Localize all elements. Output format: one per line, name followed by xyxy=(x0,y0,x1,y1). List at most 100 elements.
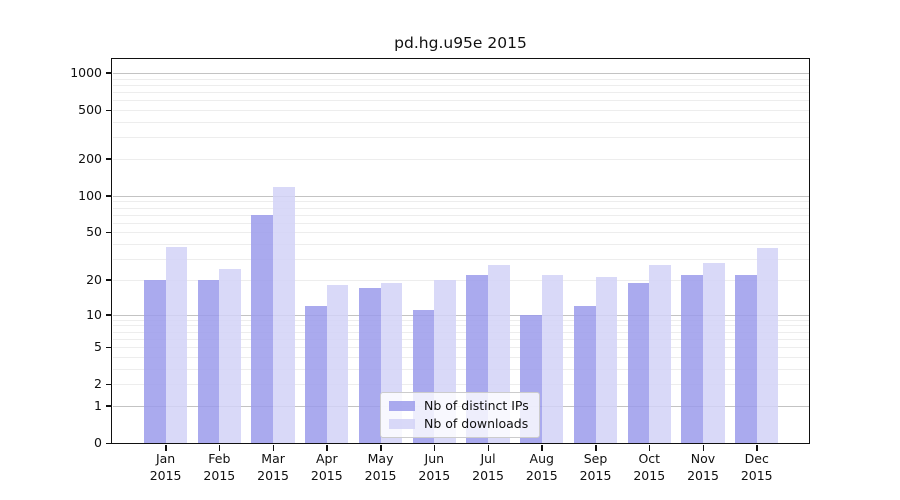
y-tick-label-1: 1 xyxy=(94,397,102,413)
x-tick-label-mar-2015: Mar 2015 xyxy=(257,451,289,483)
x-tick-mark-feb-2015 xyxy=(218,444,221,451)
gridline-50 xyxy=(113,232,809,234)
gridlines-layer xyxy=(113,60,809,443)
gridline-40 xyxy=(113,244,809,246)
gridline-1000 xyxy=(113,72,809,74)
x-tick-label-dec-2015: Dec 2015 xyxy=(740,451,773,483)
x-tick-label-feb-2015: Feb 2015 xyxy=(203,451,236,483)
bar-nb-of-downloads-jan-2015 xyxy=(165,246,188,443)
y-tick-mark-500 xyxy=(106,109,112,112)
legend-swatch-nb-of-downloads xyxy=(389,418,415,429)
gridline-100 xyxy=(113,195,809,197)
x-tick-label-aug-2015: Aug 2015 xyxy=(525,451,558,483)
legend-row-nb-of-downloads: Nb of downloads xyxy=(389,416,529,431)
x-tick-mark-jul-2015 xyxy=(487,444,490,451)
y-tick-mark-20 xyxy=(106,279,112,281)
bar-nb-of-distinct-ips-jan-2015 xyxy=(144,279,166,443)
gridline-90 xyxy=(113,201,809,203)
x-tick-mark-jan-2015 xyxy=(165,444,167,451)
x-tick-label-oct-2015: Oct 2015 xyxy=(633,451,666,483)
bar-nb-of-downloads-nov-2015 xyxy=(703,262,725,443)
y-tick-label-100: 100 xyxy=(78,187,102,203)
gridline-20 xyxy=(113,279,809,281)
y-tick-label-1000: 1000 xyxy=(70,64,102,80)
y-tick-mark-1 xyxy=(106,405,112,407)
y-tick-label-20: 20 xyxy=(86,271,102,287)
gridline-70 xyxy=(113,214,809,216)
x-tick-mark-may-2015 xyxy=(380,444,382,451)
y-tick-label-2: 2 xyxy=(94,376,102,392)
y-tick-mark-50 xyxy=(106,231,112,234)
legend-row-nb-of-distinct-ips: Nb of distinct IPs xyxy=(389,398,529,413)
bar-nb-of-distinct-ips-feb-2015 xyxy=(197,279,220,443)
bar-nb-of-distinct-ips-may-2015 xyxy=(358,288,381,443)
bar-nb-of-distinct-ips-sep-2015 xyxy=(573,305,596,443)
bar-nb-of-distinct-ips-nov-2015 xyxy=(681,275,703,443)
y-tick-label-10: 10 xyxy=(86,306,102,322)
gridline-200 xyxy=(113,158,809,160)
bar-nb-of-distinct-ips-oct-2015 xyxy=(627,282,650,443)
bar-nb-of-downloads-dec-2015 xyxy=(756,248,779,443)
bar-nb-of-distinct-ips-dec-2015 xyxy=(735,275,757,443)
bar-nb-of-downloads-mar-2015 xyxy=(273,187,295,443)
bar-nb-of-distinct-ips-mar-2015 xyxy=(251,214,274,443)
gridline-9 xyxy=(113,319,809,321)
legend-swatch-nb-of-distinct-ips xyxy=(389,400,415,411)
bar-nb-of-distinct-ips-apr-2015 xyxy=(305,305,327,443)
gridline-4 xyxy=(113,356,809,358)
x-tick-mark-nov-2015 xyxy=(702,444,704,451)
y-tick-mark-2 xyxy=(106,383,112,386)
x-tick-label-jan-2015: Jan 2015 xyxy=(149,451,182,483)
x-tick-label-nov-2015: Nov 2015 xyxy=(687,451,719,483)
x-tick-label-sep-2015: Sep 2015 xyxy=(579,451,612,483)
y-tick-mark-100 xyxy=(106,195,112,197)
gridline-30 xyxy=(113,259,809,261)
bar-nb-of-downloads-sep-2015 xyxy=(595,277,618,443)
bar-nb-of-downloads-apr-2015 xyxy=(326,285,349,443)
y-tick-label-5: 5 xyxy=(94,339,102,355)
bar-nb-of-downloads-oct-2015 xyxy=(649,264,671,443)
gridline-2 xyxy=(113,384,809,386)
gridline-60 xyxy=(113,222,809,224)
gridline-800 xyxy=(113,84,809,86)
y-tick-mark-5 xyxy=(106,346,112,349)
gridline-8 xyxy=(113,325,809,327)
x-tick-label-apr-2015: Apr 2015 xyxy=(310,451,343,483)
gridline-900 xyxy=(113,78,809,80)
gridline-6 xyxy=(113,338,809,340)
y-tick-mark-1000 xyxy=(106,72,112,74)
gridline-5 xyxy=(113,347,809,349)
gridline-80 xyxy=(113,207,809,209)
y-tick-mark-10 xyxy=(106,314,112,316)
x-tick-label-may-2015: May 2015 xyxy=(364,451,397,483)
y-tick-mark-0 xyxy=(106,442,112,444)
y-tick-label-500: 500 xyxy=(78,102,102,118)
legend-label-nb-of-distinct-ips: Nb of distinct IPs xyxy=(424,398,529,413)
x-tick-mark-mar-2015 xyxy=(272,444,275,451)
gridline-7 xyxy=(113,331,809,333)
bar-nb-of-downloads-aug-2015 xyxy=(541,275,564,443)
legend: Nb of distinct IPs Nb of downloads xyxy=(380,392,540,438)
chart-title: pd.hg.u95e 2015 xyxy=(394,34,527,52)
gridline-10 xyxy=(113,314,809,316)
x-tick-mark-dec-2015 xyxy=(756,444,758,451)
y-tick-label-200: 200 xyxy=(78,150,102,166)
x-tick-mark-aug-2015 xyxy=(541,444,543,451)
gridline-400 xyxy=(113,121,809,123)
x-tick-mark-sep-2015 xyxy=(595,444,597,451)
bars-layer xyxy=(113,60,809,443)
x-tick-label-jul-2015: Jul 2015 xyxy=(472,451,504,483)
x-tick-mark-jun-2015 xyxy=(433,444,436,451)
gridline-700 xyxy=(113,92,809,94)
gridline-600 xyxy=(113,100,809,102)
legend-label-nb-of-downloads: Nb of downloads xyxy=(424,416,529,431)
x-tick-mark-oct-2015 xyxy=(648,444,651,451)
y-tick-label-50: 50 xyxy=(86,224,102,240)
x-tick-mark-apr-2015 xyxy=(326,444,328,451)
x-tick-label-jun-2015: Jun 2015 xyxy=(418,451,451,483)
gridline-300 xyxy=(113,137,809,139)
gridline-3 xyxy=(113,368,809,370)
bar-nb-of-downloads-feb-2015 xyxy=(219,268,241,443)
gridline-500 xyxy=(113,110,809,112)
